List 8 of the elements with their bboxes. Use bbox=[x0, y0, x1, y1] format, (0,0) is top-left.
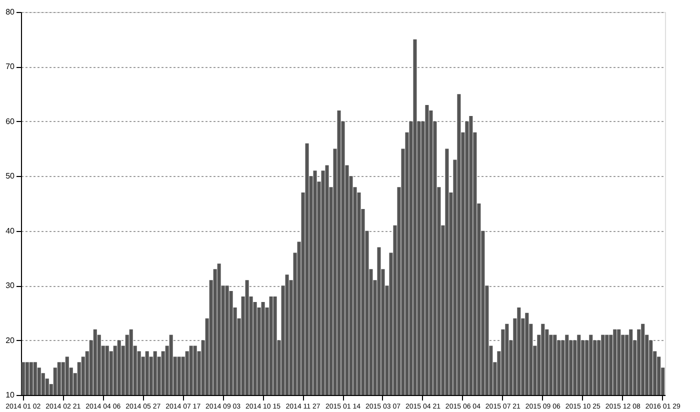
y-tick-label: 10 bbox=[6, 390, 16, 400]
y-tick-label: 40 bbox=[6, 226, 16, 236]
y-tick-label: 80 bbox=[6, 8, 16, 16]
y-tick-label: 60 bbox=[6, 116, 16, 126]
y-tick-label: 30 bbox=[6, 281, 16, 290]
y-tick-label: 20 bbox=[6, 336, 16, 345]
y-tick-label: 50 bbox=[6, 172, 16, 181]
y-tick-label: 70 bbox=[6, 62, 16, 72]
